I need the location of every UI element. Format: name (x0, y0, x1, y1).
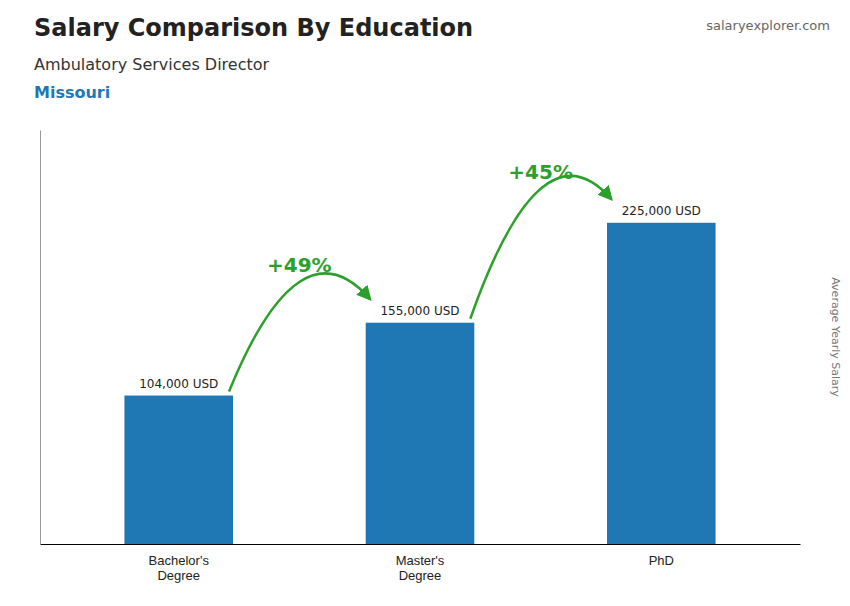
data-label: 225,000 USD (622, 204, 701, 218)
title: Salary Comparison By Education (34, 14, 473, 42)
bar (607, 223, 716, 544)
bar (366, 323, 475, 544)
change-label: +45% (508, 160, 573, 184)
x-tick: Bachelor'sDegree (149, 553, 210, 583)
x-tick-label: Bachelor'sDegree (149, 553, 210, 583)
subtitle: Ambulatory Services Director (34, 55, 270, 74)
x-tick-label: Master'sDegree (396, 553, 445, 583)
y-axis-line (40, 131, 41, 545)
bar (124, 396, 233, 544)
data-label: 104,000 USD (139, 377, 218, 391)
y-axis (40, 131, 41, 545)
x-axis-line (41, 544, 801, 545)
data-label: 155,000 USD (380, 304, 459, 318)
x-tick-label: PhD (649, 553, 674, 568)
bars (124, 223, 715, 544)
x-tick: PhD (649, 553, 674, 568)
watermark: salaryexplorer.com (706, 18, 830, 33)
change-arrows: +49% +45% (229, 160, 611, 392)
change-arrow (470, 176, 611, 319)
x-tick: Master'sDegree (396, 553, 445, 583)
change-label: +49% (267, 253, 332, 277)
annotation: Missouri (34, 83, 110, 102)
chart: Salary Comparison By Education Ambulatory… (0, 0, 850, 606)
change-arrow (229, 273, 370, 391)
value-labels: 104,000 USD 155,000 USD 225,000 USD (139, 204, 701, 391)
x-axis: Bachelor'sDegree Master'sDegree PhD (41, 545, 801, 584)
plot: Bachelor'sDegree Master'sDegree PhD 104,000… (41, 131, 801, 584)
y-axis-label: Average Yearly Salary (829, 277, 842, 397)
